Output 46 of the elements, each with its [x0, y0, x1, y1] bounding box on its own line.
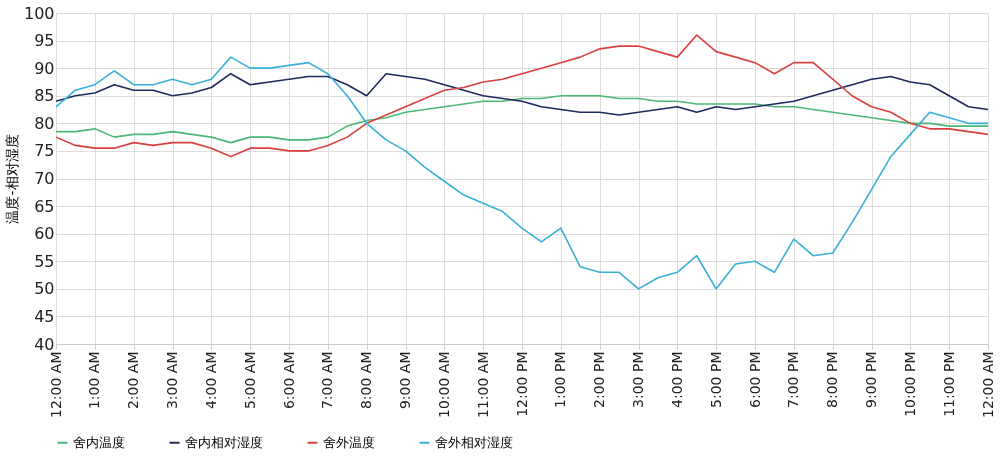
y-tick-label: 55: [34, 251, 55, 271]
line-series: [55, 72, 989, 116]
x-tick-label: 1:00 AM: [86, 351, 103, 410]
x-tick-label: 12:00 PM: [513, 351, 530, 417]
x-tick-label: 8:00 AM: [358, 351, 375, 410]
x-tick-label: 7:00 PM: [785, 351, 802, 408]
y-tick-label: 80: [34, 113, 55, 133]
legend-label: 舍外温度: [323, 434, 375, 450]
x-tick-label: 2:00 AM: [125, 351, 142, 410]
legend-label: 舍内温度: [73, 434, 125, 450]
y-tick-label: 70: [34, 169, 55, 188]
line-series: [55, 34, 989, 158]
x-tick-label: 3:00 PM: [630, 351, 646, 408]
x-tick-label: 11:00 AM: [474, 351, 491, 418]
x-tick-label: 1:00 PM: [552, 351, 569, 408]
y-tick-label: 85: [34, 86, 55, 106]
y-tick-label: 90: [34, 58, 55, 78]
x-tick-label: 10:00 AM: [435, 351, 452, 418]
y-tick-label: 45: [34, 306, 55, 326]
line-series: [55, 94, 989, 144]
x-tick-label: 10:00 PM: [901, 351, 918, 417]
line-series: [55, 56, 989, 290]
y-tick-label: 65: [34, 196, 55, 216]
x-tick-label: 3:00 AM: [164, 351, 180, 410]
x-tick-label: 5:00 AM: [241, 351, 258, 410]
x-tick-label: 2:00 PM: [591, 351, 608, 408]
y-axis-title: 温度-相对湿度: [3, 134, 20, 224]
x-tick-label: 8:00 PM: [824, 351, 841, 408]
legend-label: 舍内相对湿度: [185, 434, 263, 450]
y-tick-label: 100: [23, 3, 55, 23]
x-tick-label: 11:00 PM: [940, 351, 957, 417]
y-tick-label: 60: [34, 224, 55, 244]
y-tick-label: 95: [34, 31, 55, 51]
x-tick-label: 4:00 AM: [202, 351, 219, 410]
x-tick-label: 9:00 PM: [863, 351, 879, 408]
x-tick-label: 12:00 AM: [979, 351, 996, 418]
x-tick-label: 6:00 PM: [746, 351, 763, 408]
x-tick-label: 12:00 AM: [47, 351, 64, 418]
x-tick-label: 5:00 PM: [707, 351, 724, 408]
y-tick-label: 50: [34, 279, 55, 299]
y-tick-label: 75: [34, 141, 55, 161]
x-tick-label: 7:00 AM: [319, 351, 336, 410]
x-tick-label: 6:00 AM: [280, 351, 297, 410]
x-tick-label: 9:00 AM: [397, 351, 413, 410]
legend-label: 舍外相对湿度: [435, 434, 513, 450]
x-tick-label: 4:00 PM: [668, 351, 685, 408]
